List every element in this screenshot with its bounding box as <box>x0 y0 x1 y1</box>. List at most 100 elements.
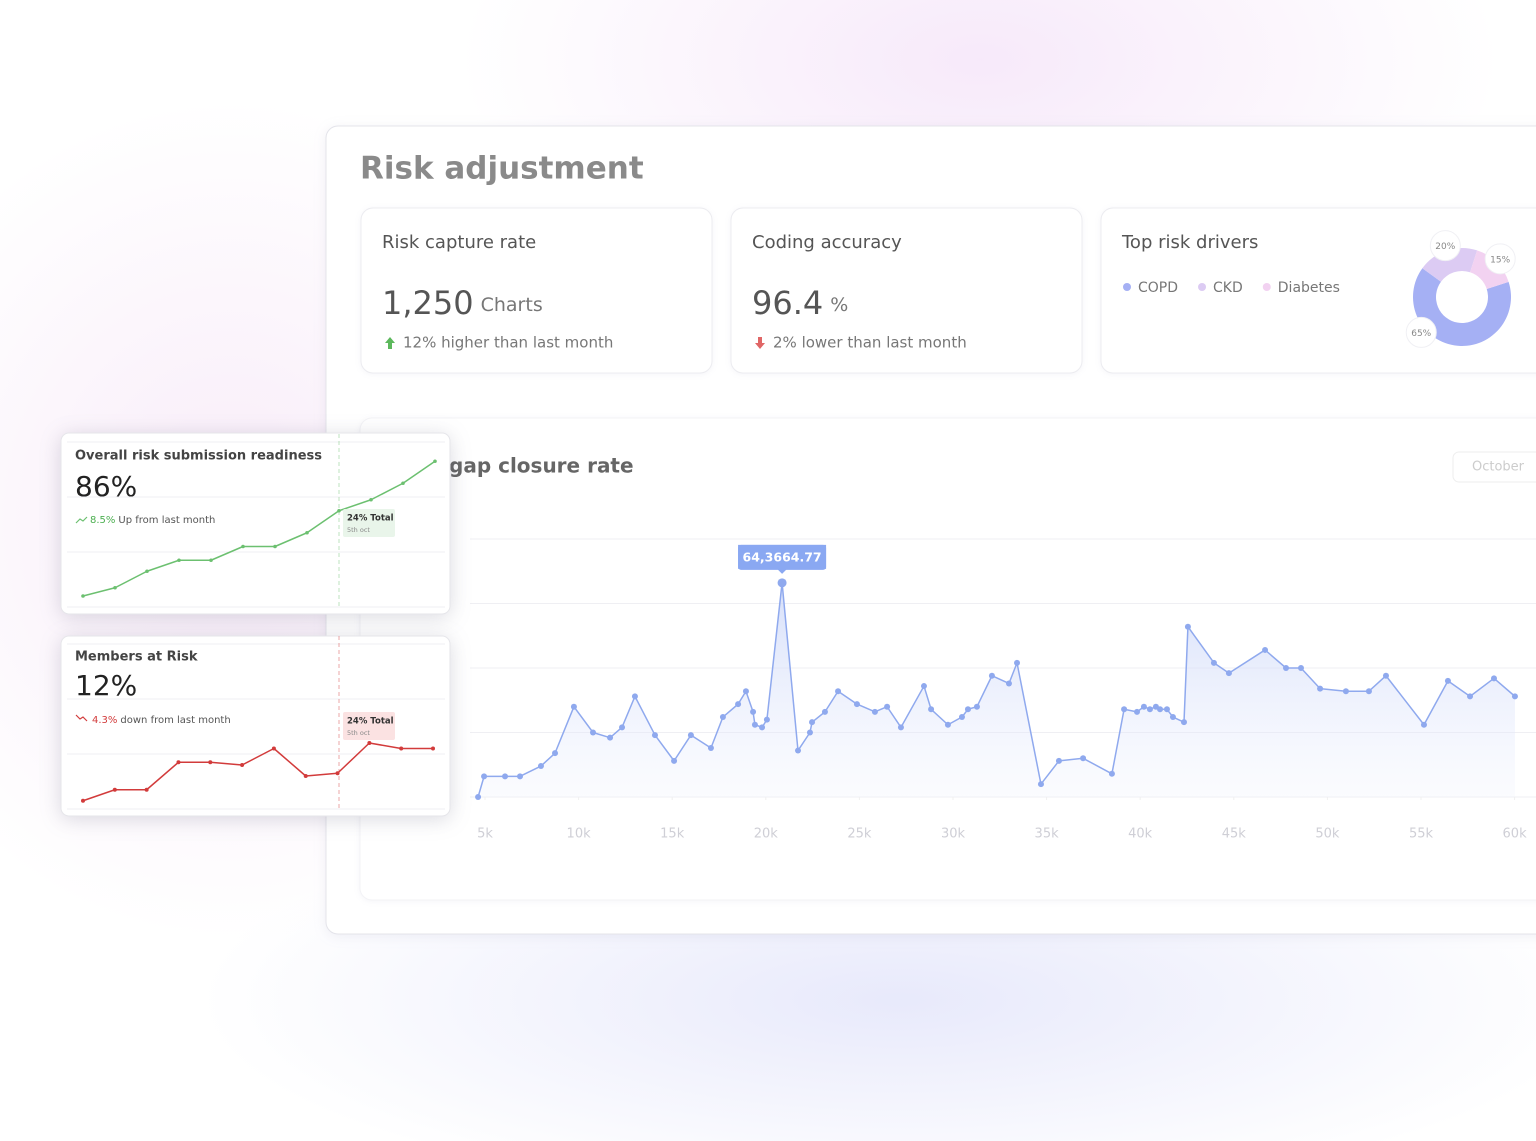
main-panel: Risk adjustment Risk capture rate 1,250 C… <box>325 125 1536 935</box>
data-point <box>719 714 726 721</box>
x-tick-label: 60k <box>1503 827 1528 842</box>
x-tick-label: 40k <box>1128 827 1153 842</box>
trend-icon <box>75 714 88 722</box>
data-point <box>763 716 770 723</box>
data-point <box>433 459 437 464</box>
data-point <box>619 724 626 731</box>
page-title: Risk adjustment <box>360 151 644 187</box>
data-point <box>1283 665 1290 671</box>
slice-label: 65% <box>1411 329 1431 339</box>
x-tick-label: 35k <box>1035 827 1060 842</box>
data-point <box>502 773 509 780</box>
mini-title: Overall risk submission readiness <box>75 449 322 464</box>
area-fill <box>478 582 1515 797</box>
data-point <box>475 794 482 800</box>
mini-title: Members at Risk <box>75 650 198 665</box>
data-point <box>1365 688 1372 695</box>
kpi-unit: Charts <box>481 294 543 316</box>
data-point <box>1180 719 1187 726</box>
slice-label: 20% <box>1435 242 1455 252</box>
data-point <box>241 544 245 549</box>
data-point <box>794 747 801 754</box>
slice-label: 15% <box>1490 255 1510 265</box>
data-point <box>369 497 373 502</box>
data-point <box>1490 675 1497 682</box>
tooltip-label: 24% Total <box>347 514 394 524</box>
tooltip-date: 5th oct <box>347 729 370 737</box>
data-point <box>1444 677 1451 684</box>
mini-value: 12% <box>75 669 137 702</box>
data-point <box>176 760 181 765</box>
tooltip-bg <box>343 712 395 740</box>
data-point <box>481 773 488 780</box>
kpi-unit: % <box>830 294 848 316</box>
data-point <box>273 544 277 549</box>
mini-change: 4.3% <box>92 715 117 726</box>
kpi-value: 1,250 <box>382 284 474 322</box>
data-point <box>1210 659 1217 666</box>
data-point <box>271 746 276 751</box>
kpi-value: 96.4 <box>752 284 823 322</box>
x-tick-label: 5k <box>477 827 493 842</box>
arrow-down <box>755 337 765 349</box>
data-point <box>401 481 405 486</box>
data-point <box>897 724 904 731</box>
data-point <box>1467 693 1474 700</box>
data-point <box>144 787 149 792</box>
annotation-text: 64,3664.77 <box>743 549 822 564</box>
data-point <box>687 732 694 739</box>
data-point <box>1108 770 1115 777</box>
data-point <box>671 757 678 764</box>
data-line <box>82 742 433 802</box>
x-tick-label: 15k <box>660 827 685 842</box>
x-tick-label: 45k <box>1222 827 1247 842</box>
donut-slice <box>1413 268 1512 346</box>
chart-title: gap closure rate <box>449 454 634 478</box>
data-point <box>944 721 951 728</box>
data-point <box>1163 706 1170 713</box>
tooltip-label: 24% Total <box>347 717 394 727</box>
legend-dot <box>1123 283 1131 291</box>
kpi-change: 12% higher than last month <box>403 334 613 352</box>
data-point <box>335 771 340 776</box>
data-point <box>707 744 714 751</box>
slice-label-bg <box>1484 243 1516 275</box>
floating-card: Members at Risk 12% 4.3% down from last m… <box>60 635 451 817</box>
data-point <box>806 729 813 736</box>
data-point <box>1146 706 1153 713</box>
data-point <box>1055 757 1062 764</box>
data-point <box>1382 672 1389 679</box>
period-dropdown[interactable] <box>1452 451 1536 483</box>
data-point <box>552 750 559 757</box>
trend-icon <box>75 516 88 524</box>
data-point <box>399 746 404 751</box>
data-point <box>112 787 117 792</box>
data-point <box>973 703 980 710</box>
data-point <box>305 530 309 535</box>
kpi-change: 2% lower than last month <box>773 334 967 352</box>
data-point <box>590 729 597 736</box>
data-point <box>920 683 927 690</box>
data-point <box>570 703 577 710</box>
data-point <box>1005 680 1012 687</box>
data-point <box>431 746 435 751</box>
trend-icon <box>385 337 395 349</box>
data-point <box>1511 693 1518 700</box>
kpi-value-row: 1,250 Charts <box>382 284 543 322</box>
data-point <box>853 701 860 708</box>
data-point <box>81 594 85 598</box>
x-tick-label: 20k <box>754 827 779 842</box>
slice-label-bg <box>1405 316 1437 348</box>
data-point <box>884 703 891 710</box>
mini-card <box>60 432 451 615</box>
annotation-bg <box>738 544 827 570</box>
data-point <box>871 708 878 715</box>
period-label: October <box>1472 460 1525 475</box>
data-point <box>735 701 742 708</box>
data-point <box>1420 721 1427 728</box>
legend-dot <box>1262 283 1271 291</box>
data-point <box>1037 781 1044 788</box>
kpi-card <box>360 207 713 374</box>
mini-change: 8.5% <box>90 515 115 526</box>
